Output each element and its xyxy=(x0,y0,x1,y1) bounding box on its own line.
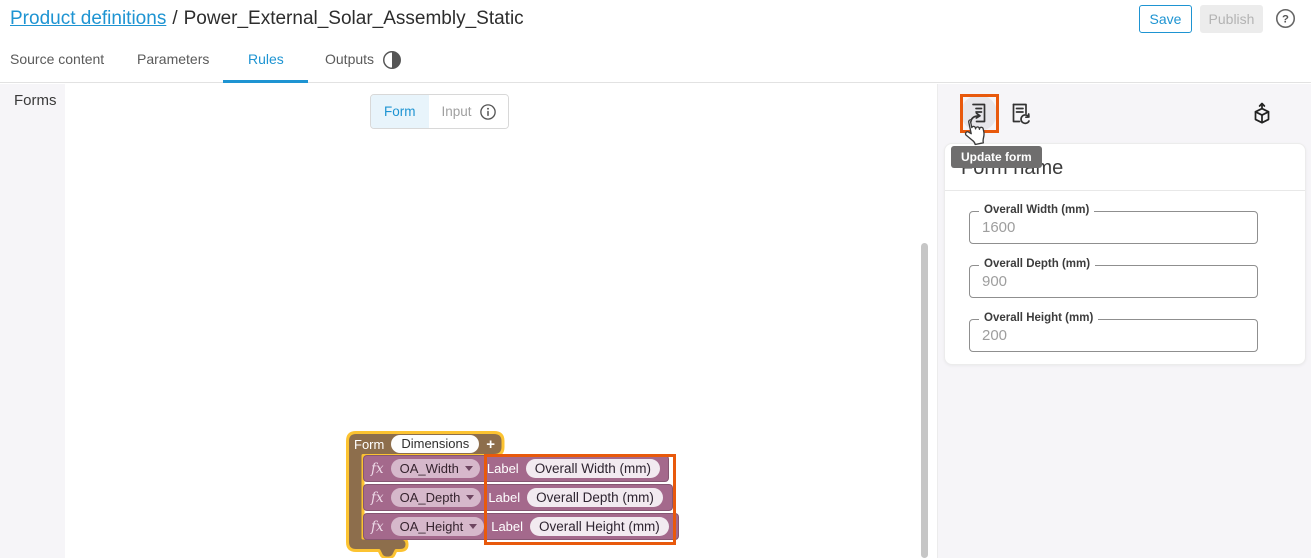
svg-text:?: ? xyxy=(1282,13,1289,25)
vertical-scrollbar[interactable] xyxy=(921,243,928,558)
overall-height-input[interactable] xyxy=(970,320,1257,351)
update-form-button[interactable] xyxy=(961,95,997,131)
tab-outputs[interactable]: Outputs xyxy=(325,51,375,67)
overall-width-input[interactable] xyxy=(970,212,1257,243)
reset-form-button[interactable] xyxy=(1002,95,1038,131)
breadcrumb-separator: / xyxy=(172,8,178,29)
tab-rules[interactable]: Rules xyxy=(248,51,284,67)
tab-source-content[interactable]: Source content xyxy=(10,51,105,67)
form-name-field[interactable]: Dimensions xyxy=(391,435,480,453)
parameter-dropdown[interactable]: OA_Depth xyxy=(390,488,482,507)
sidebar: Forms xyxy=(0,84,65,558)
form-block-header[interactable]: Form Dimensions + xyxy=(354,434,495,454)
save-button[interactable]: Save xyxy=(1139,5,1192,33)
sidebar-item-forms[interactable]: Forms xyxy=(14,92,57,109)
form-row-oa-width[interactable]: fx OA_Width Label Overall Width (mm) xyxy=(363,455,669,482)
form-block-group[interactable]: Form Dimensions + fx OA_Width Label Over… xyxy=(346,431,686,558)
tab-bar: Source content Parameters Rules Outputs xyxy=(0,40,1311,83)
chevron-down-icon xyxy=(469,524,478,529)
field-overall-depth: Overall Depth (mm) xyxy=(969,258,1258,298)
outputs-status-icon xyxy=(381,49,403,71)
form-row-oa-height[interactable]: fx OA_Height Label Overall Height (mm) xyxy=(363,513,679,540)
field-label: Overall Height (mm) xyxy=(979,312,1099,324)
tooltip-update-form: Update form xyxy=(951,146,1042,168)
chevron-down-icon xyxy=(464,466,473,471)
breadcrumb-link-product-definitions[interactable]: Product definitions xyxy=(10,8,167,29)
form-block-outline xyxy=(346,431,505,558)
3d-cube-icon xyxy=(1254,102,1270,124)
publish-button[interactable]: Publish xyxy=(1200,5,1263,33)
tab-parameters[interactable]: Parameters xyxy=(137,51,210,67)
label-keyword: Label xyxy=(491,519,524,534)
toggle-form-segment[interactable]: Form xyxy=(371,95,429,128)
fx-icon: fx xyxy=(371,460,384,477)
parameter-dropdown[interactable]: OA_Height xyxy=(390,517,485,536)
header: Product definitions / Power_External_Solar… xyxy=(0,0,1311,40)
form-row-oa-depth[interactable]: fx OA_Depth Label Overall Depth (mm) xyxy=(363,484,673,511)
active-tab-underline xyxy=(223,80,308,83)
field-label: Overall Depth (mm) xyxy=(979,258,1096,270)
fx-icon: fx xyxy=(371,489,384,506)
field-overall-width: Overall Width (mm) xyxy=(969,204,1258,244)
form-input-toggle: Form Input xyxy=(370,94,509,129)
field-overall-height: Overall Height (mm) xyxy=(969,312,1258,352)
open-3d-viewer-button[interactable] xyxy=(1244,96,1280,132)
label-keyword: Label xyxy=(488,490,521,505)
toggle-input-label: Input xyxy=(441,104,472,119)
parameter-dropdown-value: OA_Height xyxy=(399,519,464,534)
form-block-keyword: Form xyxy=(354,436,385,452)
toggle-input-segment[interactable]: Input xyxy=(428,95,508,128)
page-title: Power_External_Solar_Assembly_Static xyxy=(183,8,524,29)
help-icon[interactable]: ? xyxy=(1275,8,1296,29)
info-icon[interactable] xyxy=(479,103,497,121)
add-row-button[interactable]: + xyxy=(486,435,496,453)
breadcrumb: Product definitions / Power_External_Solar… xyxy=(10,8,524,30)
form-preview-card: Form name Overall Width (mm) Overall Dep… xyxy=(944,143,1306,365)
label-keyword: Label xyxy=(486,461,519,476)
label-value-field[interactable]: Overall Width (mm) xyxy=(525,459,660,478)
overall-depth-input[interactable] xyxy=(970,266,1257,297)
field-label: Overall Width (mm) xyxy=(979,204,1095,216)
parameter-dropdown-value: OA_Width xyxy=(399,461,459,476)
parameter-dropdown[interactable]: OA_Width xyxy=(390,459,480,478)
fx-icon: fx xyxy=(371,518,384,535)
reset-form-icon xyxy=(1012,103,1030,125)
label-value-field[interactable]: Overall Depth (mm) xyxy=(527,488,663,507)
form-preview-fields: Overall Width (mm) Overall Depth (mm) Ov… xyxy=(945,191,1305,352)
parameter-dropdown-value: OA_Depth xyxy=(399,490,461,505)
label-value-field[interactable]: Overall Height (mm) xyxy=(530,517,669,536)
chevron-down-icon xyxy=(466,495,475,500)
